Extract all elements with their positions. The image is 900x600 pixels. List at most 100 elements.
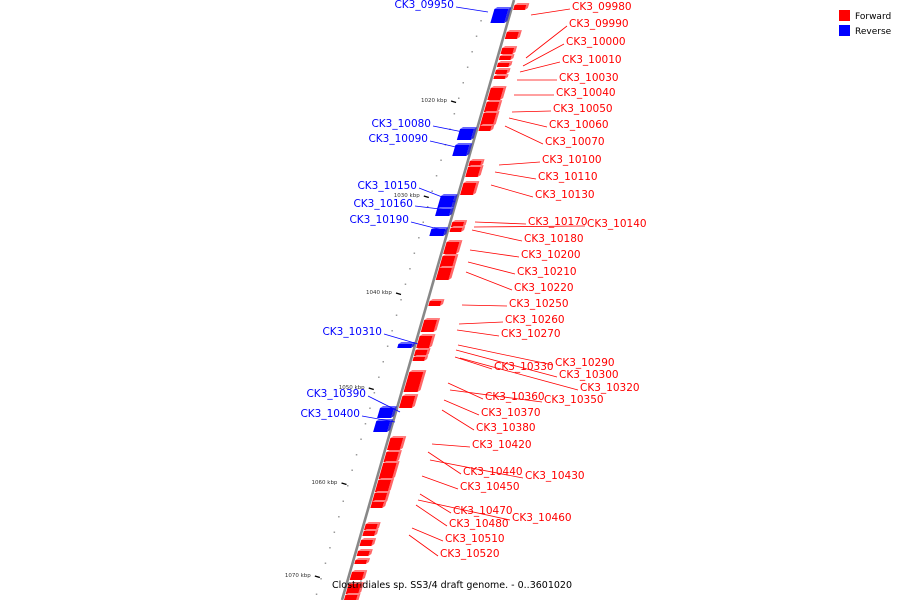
forward-gene-side [448, 266, 455, 280]
leader-line [498, 161, 541, 166]
forward-gene-top [452, 220, 468, 222]
leader-line [530, 8, 571, 16]
gene-label-ck3-10460: CK3_10460 [512, 512, 572, 524]
leader-line [525, 25, 568, 59]
leader-line [411, 527, 444, 542]
backbone-dot [453, 113, 456, 115]
forward-gene-block [493, 76, 506, 79]
forward-gene-side [392, 461, 400, 479]
gene-label-ck3-10260: CK3_10260 [505, 314, 565, 326]
forward-gene-block [498, 56, 512, 60]
forward-gene-block [496, 63, 510, 67]
reverse-gene-top [398, 342, 416, 344]
genome-backbone [340, 0, 516, 600]
reverse-gene-side [504, 7, 512, 23]
forward-gene-side [417, 370, 427, 392]
forward-gene-top [469, 159, 485, 161]
forward-gene-top [446, 240, 463, 242]
reverse-gene-block [429, 229, 446, 236]
gene-label-ck3-10000: CK3_10000 [566, 36, 626, 48]
forward-gene-side [461, 226, 466, 232]
gene-label-ck3-10050: CK3_10050 [553, 103, 613, 115]
gene-label-ck3-10220: CK3_10220 [514, 282, 574, 294]
forward-gene-side [496, 100, 503, 112]
backbone-dot [333, 531, 336, 533]
backbone-dot [404, 283, 407, 285]
forward-gene-side [500, 86, 507, 100]
forward-gene-top [495, 68, 511, 70]
leader-line [361, 415, 396, 423]
gene-label-ck3-10450: CK3_10450 [460, 481, 520, 493]
gene-label-ck3-10420: CK3_10420 [472, 439, 532, 451]
gene-label-ck3-10390: CK3_10390 [306, 388, 366, 400]
forward-gene-top [442, 254, 459, 256]
backbone-dot [458, 97, 460, 99]
backbone-dot [400, 299, 402, 301]
leader-line [508, 117, 548, 128]
forward-gene-block [468, 161, 482, 166]
leader-line [418, 187, 456, 203]
forward-gene-top [502, 46, 518, 48]
gene-label-ck3-10040: CK3_10040 [556, 87, 616, 99]
gene-label-ck3-09990: CK3_09990 [569, 18, 629, 30]
reverse-gene-top [440, 194, 458, 196]
forward-gene-top [415, 348, 431, 350]
forward-gene-side [411, 394, 419, 408]
forward-gene-block [354, 560, 368, 564]
backbone-dot [342, 500, 344, 502]
forward-gene-side [490, 124, 495, 131]
leader-line [457, 344, 554, 366]
gene-label-ck3-10180: CK3_10180 [524, 233, 584, 245]
forward-gene-top [345, 593, 361, 595]
gene-label-ck3-10130: CK3_10130 [535, 189, 595, 201]
forward-gene-side [433, 318, 441, 332]
forward-gene-block [479, 113, 497, 126]
backbone-dot [409, 268, 411, 270]
leader-line [519, 61, 561, 73]
leader-line [522, 43, 565, 67]
gene-label-ck3-10470: CK3_10470 [453, 505, 513, 517]
reverse-gene-side [387, 419, 394, 432]
reverse-gene-side [466, 143, 473, 156]
legend: Forward Reverse [839, 10, 892, 37]
leader-line [431, 443, 471, 448]
forward-gene-side [425, 348, 431, 356]
backbone-dot [382, 361, 384, 363]
backbone-dot [378, 376, 380, 378]
backbone-dot [475, 35, 478, 37]
forward-gene-top [439, 266, 455, 268]
forward-gene-top [463, 181, 480, 183]
legend-forward-swatch [839, 10, 850, 21]
leader-line [441, 409, 475, 431]
leader-line [511, 110, 552, 113]
forward-gene-block [386, 438, 404, 450]
backbone-dot [373, 392, 376, 394]
forward-gene-block [504, 32, 519, 39]
forward-gene-top [429, 299, 445, 301]
reverse-gene-top [380, 406, 398, 408]
gene-label-ck3-10110: CK3_10110 [538, 171, 598, 183]
forward-gene-side [399, 436, 407, 450]
scale-tick-label: 1020 kbp [421, 98, 447, 104]
forward-gene-side [504, 74, 509, 79]
forward-gene-side [455, 240, 463, 254]
forward-gene-top [497, 61, 513, 63]
leader-line [383, 333, 419, 345]
reverse-gene-side [443, 227, 449, 236]
forward-gene-side [374, 529, 379, 536]
leader-line [494, 171, 537, 180]
leader-line [490, 184, 534, 198]
gene-label-ck3-10320: CK3_10320 [580, 382, 640, 394]
forward-gene-block [370, 502, 384, 508]
leader-line [429, 459, 524, 479]
reverse-gene-side [391, 406, 398, 418]
forward-gene-block [345, 584, 362, 594]
forward-gene-block [398, 396, 416, 408]
forward-gene-top [486, 100, 503, 102]
forward-gene-block [513, 5, 527, 10]
forward-gene-block [412, 357, 426, 361]
forward-gene-block [364, 524, 378, 530]
leader-line [456, 329, 500, 337]
forward-gene-top [358, 549, 373, 551]
